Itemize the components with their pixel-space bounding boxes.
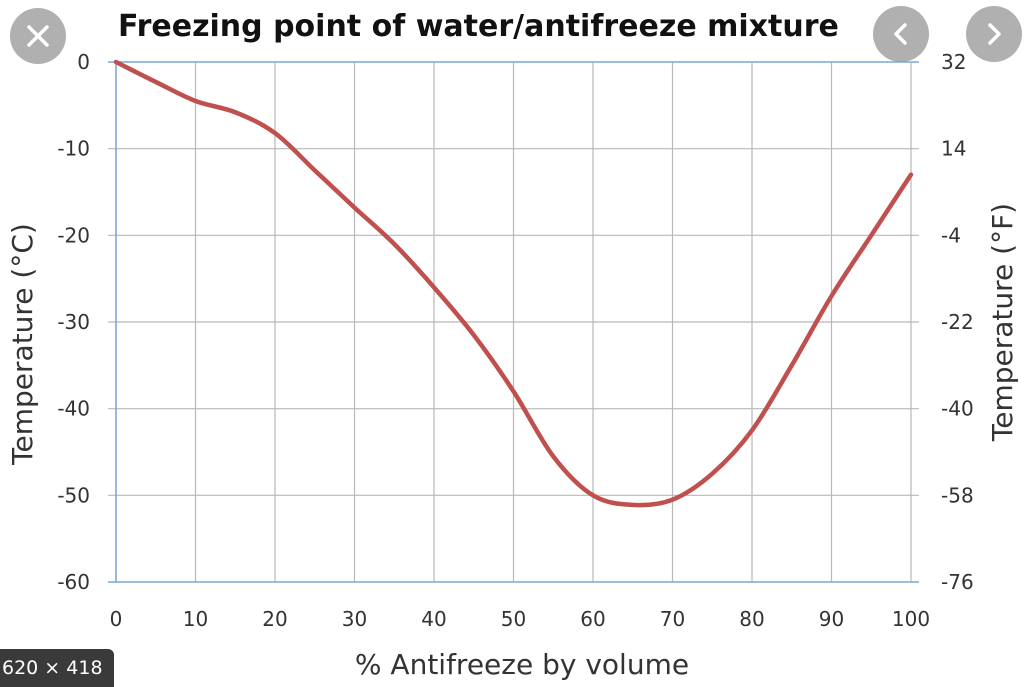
y-tick-label: 0 bbox=[77, 50, 90, 74]
y-axis-label: Temperature (°C) bbox=[6, 223, 39, 466]
x-tick-label: 10 bbox=[183, 607, 208, 631]
y2-tick-label: -58 bbox=[941, 483, 974, 507]
y-tick-label: -50 bbox=[57, 483, 90, 507]
x-tick-label: 0 bbox=[110, 607, 123, 631]
x-tick-label: 30 bbox=[342, 607, 367, 631]
close-icon bbox=[27, 25, 49, 47]
y-tick-label: -10 bbox=[57, 137, 90, 161]
next-button[interactable] bbox=[966, 6, 1022, 62]
y-tick-label: -60 bbox=[57, 570, 90, 594]
image-dimensions-badge: 620 × 418 bbox=[0, 649, 114, 687]
chevron-right-icon bbox=[988, 23, 1001, 45]
x-tick-label: 50 bbox=[501, 607, 526, 631]
chevron-left-icon bbox=[894, 23, 907, 45]
y2-tick-label: -22 bbox=[941, 310, 974, 334]
x-tick-label: 100 bbox=[892, 607, 930, 631]
y2-tick-label: -76 bbox=[941, 570, 974, 594]
close-button[interactable] bbox=[10, 8, 66, 64]
y-tick-label: -40 bbox=[57, 397, 90, 421]
x-tick-label: 40 bbox=[421, 607, 446, 631]
y2-tick-label: 32 bbox=[941, 50, 966, 74]
x-axis-label: % Antifreeze by volume bbox=[355, 648, 689, 681]
previous-button[interactable] bbox=[873, 6, 929, 62]
y2-axis-label: Temperature (°F) bbox=[986, 203, 1019, 442]
y2-tick-label: -4 bbox=[941, 223, 961, 247]
y-tick-label: -20 bbox=[57, 223, 90, 247]
chart-ticks: 0 10 20 30 40 50 60 70 80 90 100 0 32 -10 14 -20 -4 -30 -2… bbox=[57, 50, 973, 631]
x-tick-label: 90 bbox=[819, 607, 844, 631]
y-tick-label: -30 bbox=[57, 310, 90, 334]
chart-series bbox=[113, 59, 914, 508]
x-tick-label: 20 bbox=[262, 607, 287, 631]
series-line bbox=[113, 59, 914, 508]
x-tick-label: 80 bbox=[739, 607, 764, 631]
y2-tick-label: -40 bbox=[941, 397, 974, 421]
x-tick-label: 70 bbox=[660, 607, 685, 631]
chart-grid bbox=[108, 61, 919, 583]
y2-tick-label: 14 bbox=[941, 137, 966, 161]
x-tick-label: 60 bbox=[580, 607, 605, 631]
chart-title: Freezing point of water/antifreeze mixtu… bbox=[118, 9, 839, 44]
